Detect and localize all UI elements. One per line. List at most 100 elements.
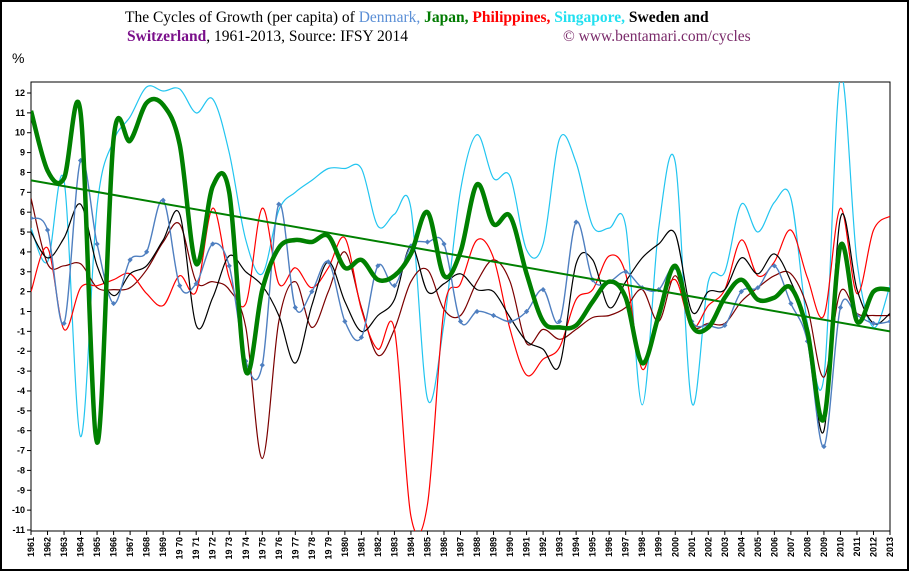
data-point-marker	[292, 304, 298, 311]
data-point-marker	[177, 283, 183, 289]
trend-line	[31, 179, 890, 333]
series-line-sweden	[31, 203, 890, 434]
data-point-marker	[193, 281, 199, 287]
data-point-marker	[441, 241, 447, 247]
data-point-marker	[573, 219, 579, 225]
title-country: Japan	[424, 9, 465, 26]
data-point-marker	[540, 287, 546, 293]
data-point-marker	[870, 320, 877, 327]
data-point-marker	[226, 263, 232, 269]
series-line-switzerland	[31, 198, 890, 460]
title-separator: ,	[464, 9, 473, 26]
x-tick-label: 1990	[505, 537, 515, 557]
title-country: Philippines	[472, 9, 547, 26]
x-tick-label: 1993	[555, 537, 565, 557]
data-point-marker	[358, 334, 364, 340]
x-tick-label: 2010	[835, 537, 845, 557]
data-point-marker	[557, 318, 563, 325]
x-tick-label: 2003	[720, 537, 730, 557]
data-point-marker	[738, 289, 744, 295]
title-separator: ,	[416, 9, 425, 26]
data-point-marker	[325, 259, 331, 265]
x-tick-label: 19 72	[208, 537, 218, 560]
x-tick-label: 1997	[621, 537, 631, 557]
series-singapore	[31, 82, 890, 438]
data-point-marker	[490, 312, 497, 319]
data-point-marker	[722, 322, 728, 329]
y-tick-label: -4	[17, 386, 25, 396]
x-tick-label: 2007	[786, 537, 796, 557]
y-tick-label: 2	[20, 287, 25, 297]
x-tick-label: 1967	[125, 537, 135, 557]
series-sweden	[31, 203, 890, 434]
y-tick-label: -6	[17, 426, 25, 436]
x-tick-label: 2013	[885, 537, 895, 557]
x-tick-label: 1989	[489, 537, 499, 557]
data-point-marker	[61, 320, 67, 327]
data-point-marker	[424, 239, 431, 245]
x-tick-label: 2008	[802, 537, 812, 557]
title-country: Denmark	[358, 9, 417, 26]
y-tick-label: -2	[17, 346, 25, 356]
x-tick-label: 1994	[571, 537, 581, 557]
title-countries: Denmark, Japan, Philippines, Singapore, …	[359, 9, 709, 26]
x-tick-label: 19 75	[257, 537, 267, 560]
x-tick-label: 1988	[472, 537, 482, 557]
data-point-marker	[821, 443, 827, 450]
y-tick-label: -3	[17, 366, 25, 376]
x-tick-label: 1992	[538, 537, 548, 557]
x-tick-label: 1985	[422, 537, 432, 557]
data-point-marker	[391, 283, 398, 289]
y-tick-label: 8	[20, 167, 25, 177]
x-tick-label: 19 77	[290, 537, 300, 560]
x-tick-label: 19 76	[274, 537, 284, 560]
x-tick-label: 1963	[59, 537, 69, 557]
data-point-marker	[837, 304, 844, 311]
x-tick-label: 1968	[142, 537, 152, 557]
data-point-marker	[887, 318, 890, 325]
chart-title-line1: The Cycles of Growth (per capita) of Den…	[125, 9, 709, 27]
x-tick-label: 19 78	[307, 537, 317, 560]
title-country: Singapore	[554, 9, 622, 26]
x-tick-label: 2009	[819, 537, 829, 557]
x-tick-label: 1996	[604, 537, 614, 557]
title-period-source: , 1961-2013, Source: IFSY 2014	[206, 28, 408, 45]
data-point-marker	[623, 269, 629, 275]
y-tick-label: 4	[20, 247, 25, 257]
series-line-philippines	[31, 207, 890, 531]
y-tick-label: 7	[20, 187, 25, 197]
y-tick-label: -7	[17, 446, 25, 456]
data-point-marker	[110, 300, 117, 307]
y-tick-label: 3	[20, 267, 25, 277]
y-tick-label: 11	[15, 108, 25, 118]
title-separator: ,	[621, 9, 629, 26]
series-philippines	[31, 207, 890, 531]
data-point-marker	[94, 241, 100, 247]
x-tick-label: 1965	[92, 537, 102, 557]
title-separator: ,	[546, 9, 555, 26]
x-tick-label: 1982	[373, 537, 383, 557]
x-tick-label: 2011	[852, 537, 862, 557]
x-tick-label: 1995	[588, 537, 598, 557]
x-tick-label: 1983	[389, 537, 399, 557]
credit-text: © www.bentamari.com/cycles	[563, 28, 751, 45]
series-line-singapore	[31, 82, 890, 438]
data-point-marker	[771, 263, 777, 269]
y-tick-label: 5	[20, 227, 25, 237]
x-tick-label: 1987	[456, 537, 466, 557]
data-point-marker	[656, 287, 662, 293]
y-tick-label: -9	[17, 485, 25, 495]
y-tick-label: -8	[17, 465, 25, 475]
data-point-marker	[788, 300, 794, 307]
data-point-marker	[31, 215, 34, 221]
series-switzerland	[31, 198, 890, 460]
x-tick-label: 2000	[670, 537, 680, 557]
data-point-marker	[474, 308, 480, 315]
data-point-marker	[259, 362, 265, 368]
data-point-marker	[127, 257, 133, 263]
y-tick-label: 1	[20, 307, 25, 317]
x-tick-label: 2005	[753, 537, 763, 557]
y-tick-label: -11	[12, 525, 25, 535]
series-japan	[31, 96, 890, 445]
